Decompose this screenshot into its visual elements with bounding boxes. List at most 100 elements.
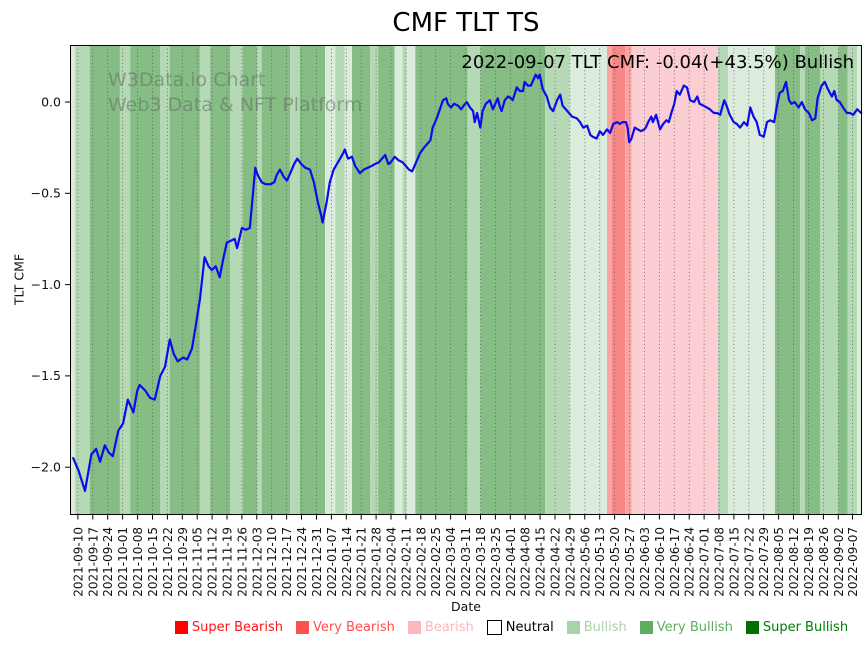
band-very_bullish [415, 45, 468, 515]
plot-area: 2021-09-10 2021-09-17 2021-09-24 2021-10-01… [31, 45, 863, 597]
x-axis: 2021-09-10 2021-09-17 2021-09-24 2021-10-01… [71, 45, 860, 597]
x-tick-label: 2022-07-08 [713, 527, 727, 597]
legend-label: Very Bullish [656, 620, 733, 635]
x-tick-label: 2022-05-06 [578, 527, 592, 597]
x-tick-label: 2021-11-19 [221, 527, 235, 597]
legend-item-bearish: Bearish [407, 620, 474, 635]
band-very_bullish [210, 45, 230, 515]
band-neutral [857, 45, 862, 515]
legend-item-super-bearish: Super Bearish [174, 620, 283, 635]
band-very_bullish [299, 45, 325, 515]
band-bullish [554, 45, 570, 515]
x-tick-label: 2022-06-17 [668, 527, 682, 597]
band-bullish [820, 45, 839, 515]
y-axis: 0.0 −0.5 −1.0 −1.5 −2.0 [31, 94, 70, 475]
band-very_bullish [242, 45, 257, 515]
x-tick-label: 2022-02-25 [429, 527, 443, 597]
x-tick-label: 2022-01-07 [325, 527, 339, 597]
band-bullish [335, 45, 345, 515]
x-tick-label: 2021-12-10 [265, 527, 279, 597]
legend-swatch-icon [566, 621, 580, 634]
band-very_bearish_light [625, 45, 632, 515]
x-tick-label: 2022-06-10 [653, 527, 667, 597]
legend-swatch-icon [296, 621, 309, 634]
band-very_bullish [169, 45, 200, 515]
band-neutral [344, 45, 352, 515]
x-tick-label: 2022-03-11 [459, 527, 473, 597]
x-tick-label: 2021-12-17 [280, 527, 294, 597]
band-very_bearish [611, 45, 626, 515]
band-neutral [569, 45, 607, 515]
x-axis-label: Date [451, 599, 481, 614]
x-tick-label: 2022-05-27 [623, 527, 637, 597]
band-bullish [119, 45, 131, 515]
chart-title: CMF TLT TS [392, 8, 540, 38]
band-bearish [631, 45, 718, 515]
band-very_bullish [838, 45, 848, 515]
x-tick-label: 2022-06-24 [683, 527, 697, 597]
legend-item-neutral: Neutral [486, 620, 554, 635]
background-bands [70, 45, 862, 515]
x-tick-label: 2022-08-12 [787, 527, 801, 597]
legend-label: Very Bearish [313, 620, 395, 635]
x-tick-label: 2022-08-19 [802, 527, 816, 597]
legend-label: Bullish [583, 620, 627, 635]
y-tick-label: 0.0 [41, 94, 61, 109]
legend-swatch-icon [639, 621, 653, 634]
x-tick-label: 2021-10-15 [146, 527, 160, 597]
legend-item-very-bearish: Very Bearish [296, 620, 395, 635]
latest-value-annotation: 2022-09-07 TLT CMF: -0.04(+43.5%) Bullis… [461, 52, 854, 73]
x-tick-label: 2022-03-25 [489, 527, 503, 597]
x-tick-label: 2021-09-17 [86, 527, 100, 597]
band-bullish [256, 45, 262, 515]
x-tick-label: 2022-02-11 [399, 527, 413, 597]
band-bullish [402, 45, 407, 515]
y-tick-label: −2.0 [31, 460, 61, 475]
band-neutral [728, 45, 775, 515]
x-tick-label: 2021-11-05 [191, 527, 205, 597]
band-bullish [545, 45, 555, 515]
legend-swatch-icon [745, 621, 759, 634]
band-very_bullish [130, 45, 161, 515]
x-tick-label: 2021-09-10 [71, 527, 85, 597]
x-tick-label: 2022-09-02 [832, 527, 846, 597]
x-tick-label: 2021-09-24 [101, 527, 115, 597]
legend-label: Bearish [424, 620, 474, 635]
band-neutral [406, 45, 416, 515]
x-tick-label: 2022-02-18 [414, 527, 428, 597]
x-tick-label: 2022-07-22 [742, 527, 756, 597]
band-very_bullish [805, 45, 820, 515]
x-tick-label: 2022-07-29 [757, 527, 771, 597]
x-tick-label: 2022-05-13 [593, 527, 607, 597]
x-tick-label: 2022-04-22 [549, 527, 563, 597]
x-tick-label: 2022-09-07 [846, 527, 860, 597]
band-neutral [325, 45, 336, 515]
band-bullish [160, 45, 170, 515]
x-tick-label: 2021-10-08 [131, 527, 145, 597]
x-tick-label: 2022-07-15 [727, 527, 741, 597]
band-bullish [717, 45, 729, 515]
x-tick-label: 2022-01-14 [340, 527, 354, 597]
x-tick-label: 2022-03-04 [444, 527, 458, 597]
band-very_bullish [352, 45, 371, 515]
band-bullish [199, 45, 211, 515]
x-tick-label: 2022-01-21 [355, 527, 369, 597]
x-tick-label: 2021-12-03 [250, 527, 264, 597]
band-bullish [467, 45, 481, 515]
x-tick-label: 2022-01-28 [370, 527, 384, 597]
y-axis-label: TLT CMF [11, 253, 27, 306]
x-tick-label: 2022-05-20 [608, 527, 622, 597]
legend-label: Super Bullish [762, 620, 849, 635]
x-tick-label: 2022-08-26 [817, 527, 831, 597]
band-very_bullish [480, 45, 546, 515]
band-very_bullish [261, 45, 291, 515]
x-tick-label: 2021-12-24 [295, 527, 309, 597]
x-tick-label: 2021-12-31 [310, 527, 324, 597]
plot-border [70, 45, 862, 515]
legend-swatch-icon [174, 621, 188, 634]
legend-item-super-bullish: Super Bullish [745, 620, 849, 635]
y-tick-label: −1.0 [31, 277, 61, 292]
band-bullish [370, 45, 379, 515]
x-tick-label: 2022-04-15 [534, 527, 548, 597]
